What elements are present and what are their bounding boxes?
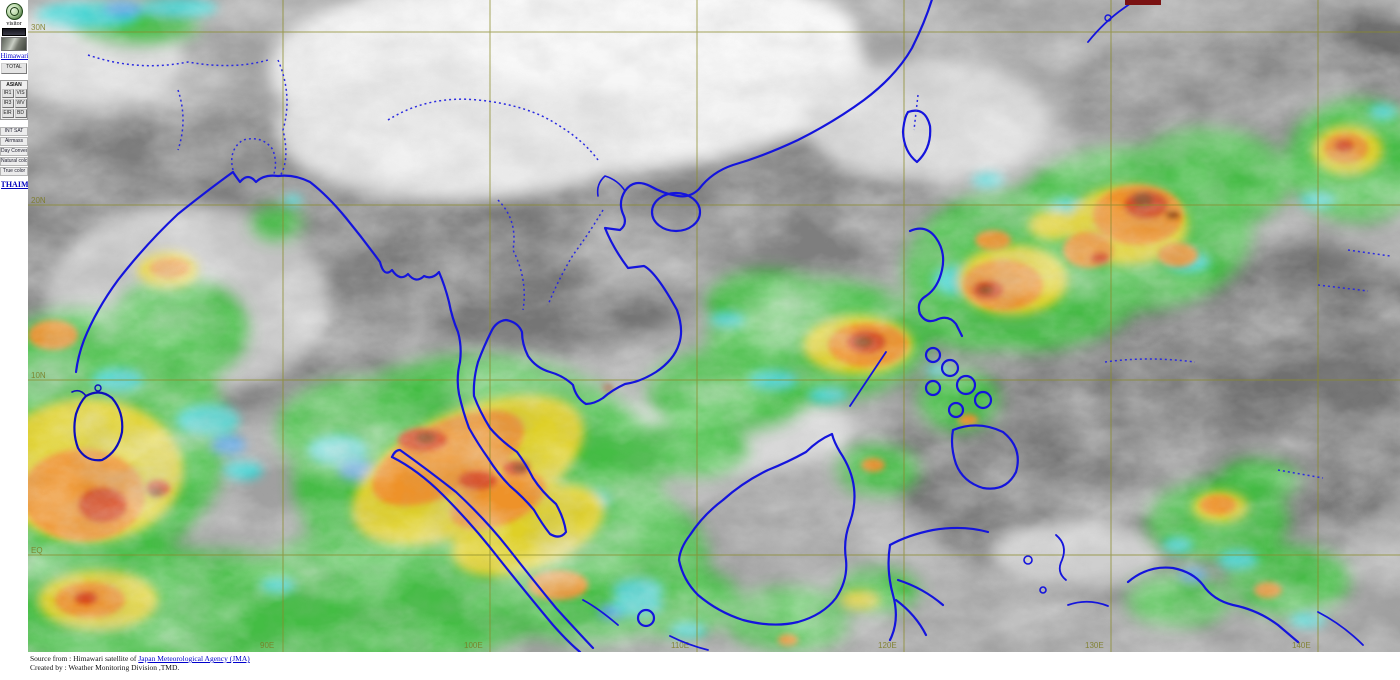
asian-button-eir[interactable]: EIR — [1, 109, 14, 118]
asian-button-wv[interactable]: WV — [14, 99, 27, 108]
product-link-natural-color[interactable]: Natural color — [0, 157, 28, 166]
lon-label-140e: 140E — [1292, 641, 1311, 650]
himawari-link[interactable]: Himawari — [0, 52, 28, 60]
lat-label-10n: 10N — [31, 371, 46, 380]
product-link-intsat[interactable]: INT SAT — [0, 127, 28, 136]
asian-button-vis[interactable]: VIS — [14, 89, 27, 98]
lon-label-100e: 100E — [464, 641, 483, 650]
total-button[interactable]: TOTAL — [1, 63, 27, 74]
sidebar: visitor Himawari TOTAL ASIAN IR1 VIS IR3… — [0, 0, 28, 680]
coastlines — [71, 0, 1364, 652]
asian-button-bd[interactable]: BD — [14, 109, 27, 118]
footer-credits: Source from : Himawari satellite of Japa… — [30, 654, 250, 672]
lon-label-120e: 120E — [878, 641, 897, 650]
dotted-borders — [87, 54, 1391, 479]
created-line: Created by : Weather Monitoring Division… — [30, 663, 180, 672]
product-link-day-convective[interactable]: Day Convective — [0, 147, 28, 156]
lat-label-20n: 20N — [31, 196, 46, 205]
source-prefix: Source from : Himawari satellite of — [30, 654, 139, 663]
thaimap-link[interactable]: THAIMAP — [0, 180, 28, 189]
himawari-thumbnail[interactable] — [1, 37, 27, 51]
lon-label-90e: 90E — [260, 641, 274, 650]
top-edge-marker — [1125, 0, 1161, 5]
lat-lon-gridlines — [28, 0, 1400, 652]
lat-label-eq: EQ — [31, 546, 43, 555]
jma-link[interactable]: Japan Meteorological Agency (JMA) — [138, 654, 250, 663]
visitor-label: visitor — [6, 21, 22, 27]
asian-button-ir1[interactable]: IR1 — [1, 89, 14, 98]
source-line: Source from : Himawari satellite of Japa… — [30, 654, 250, 663]
satellite-image: 30N 20N 10N EQ 90E 100E 110E 120E 130E 1… — [28, 0, 1400, 652]
lat-label-30n: 30N — [31, 23, 46, 32]
cloud-noise-dark — [28, 0, 1400, 652]
product-link-airmass[interactable]: Airmass — [0, 137, 28, 146]
asian-button-ir3[interactable]: IR3 — [1, 99, 14, 108]
visitor-globe-icon — [5, 3, 23, 20]
visitor-counter — [2, 28, 26, 36]
asian-panel-title: ASIAN — [6, 82, 22, 88]
asian-panel: ASIAN IR1 VIS IR3 WV EIR BD — [0, 80, 28, 120]
satellite-map: 30N 20N 10N EQ 90E 100E 110E 120E 130E 1… — [28, 0, 1400, 652]
lon-label-110e: 110E — [671, 641, 689, 650]
lon-label-130e: 130E — [1085, 641, 1104, 650]
product-link-true-color[interactable]: True color — [0, 167, 28, 176]
grid-labels: 30N 20N 10N EQ 90E 100E 110E 120E 130E 1… — [31, 23, 1311, 650]
product-links: INT SAT Airmass Day Convective Natural c… — [0, 127, 28, 176]
